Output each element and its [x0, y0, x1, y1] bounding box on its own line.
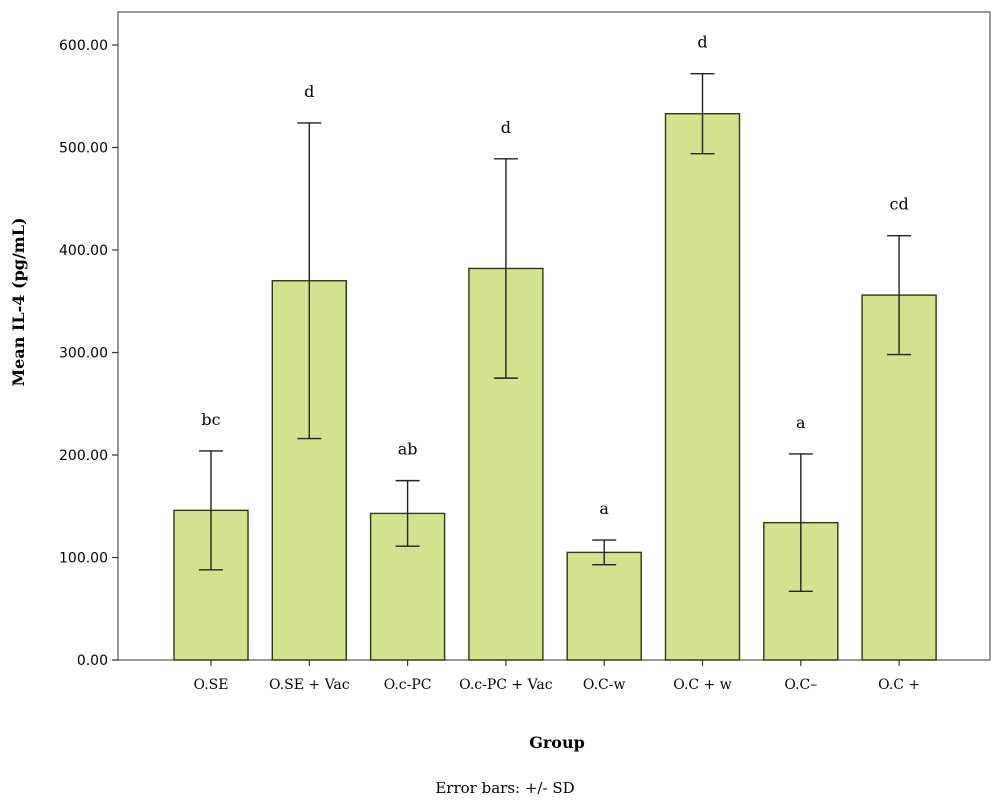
y-axis: 0.00 100.00 200.00 300.00 400.00 500.00 600.00 [59, 38, 118, 669]
y-tick-label: 0.00 [77, 653, 108, 669]
y-tick-label: 100.00 [59, 551, 108, 567]
y-tick-label: 200.00 [59, 448, 108, 464]
x-category-label: O.c-PC + Vac [459, 677, 553, 693]
x-axis-title: Group [529, 733, 585, 752]
error-bars-group [199, 72, 912, 593]
x-category-label: O.C + w [673, 677, 731, 693]
y-tick-label: 300.00 [59, 346, 108, 362]
y-tick-label: 400.00 [59, 243, 108, 259]
significance-letter: d [501, 118, 511, 137]
significance-letter: a [599, 499, 609, 518]
y-tick-label: 500.00 [59, 141, 108, 157]
bar [664, 112, 741, 661]
y-axis-title: Mean IL-4 (pg/mL) [9, 217, 28, 386]
error-bars-footnote: Error bars: +/- SD [435, 779, 574, 797]
x-category-label: O.c-PC [384, 677, 432, 693]
significance-letter: bc [201, 410, 220, 429]
x-category-label: O.C-w [583, 677, 626, 693]
x-category-label: O.SE + Vac [269, 677, 350, 693]
bar [566, 551, 642, 661]
y-tick-label: 600.00 [59, 38, 108, 54]
significance-letter: cd [889, 195, 908, 214]
significance-letter: ab [398, 440, 418, 459]
plot-area [117, 11, 991, 661]
x-axis-categories: O.SE O.SE + Vac O.c-PC O.c-PC + Vac O.C-w O.C… [194, 660, 920, 693]
significance-letter: d [304, 82, 314, 101]
x-category-label: O.C– [784, 677, 817, 693]
significance-letters-group: bc d ab d a d a cd [201, 33, 908, 518]
x-category-label: O.SE [194, 677, 229, 693]
bar [861, 294, 937, 661]
significance-letter: a [796, 413, 806, 432]
x-category-label: O.C + [878, 677, 920, 693]
significance-letter: d [697, 33, 707, 52]
